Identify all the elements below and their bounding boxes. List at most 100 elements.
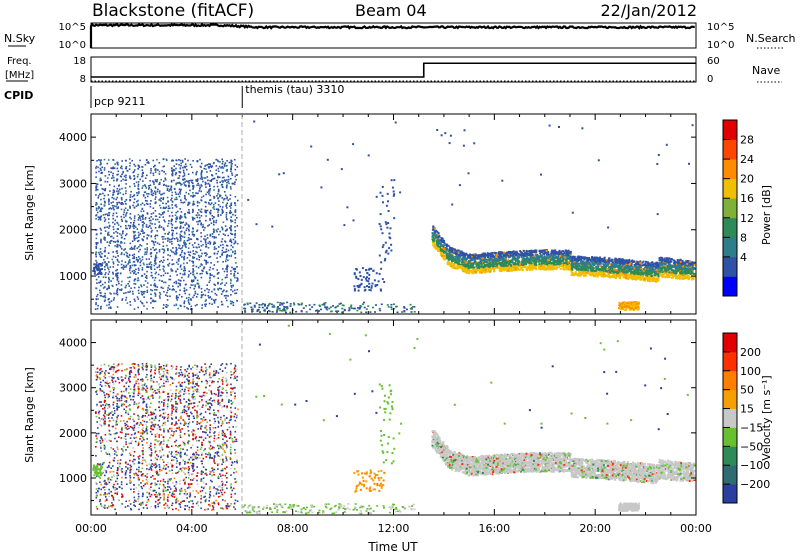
scatter-point — [137, 181, 140, 183]
scatter-point — [148, 263, 151, 266]
scatter-point — [154, 285, 157, 288]
scatter-point — [573, 260, 576, 263]
scatter-point — [192, 171, 194, 174]
scatter-point — [167, 272, 169, 275]
scatter-point — [200, 287, 203, 290]
scatter-point — [178, 159, 180, 161]
scatter-point — [110, 300, 113, 302]
scatter-point — [137, 298, 140, 300]
scatter-point — [98, 253, 101, 256]
scatter-point — [167, 258, 169, 261]
scatter-point — [437, 249, 440, 252]
scatter-point — [150, 227, 152, 229]
scatter-point — [229, 210, 232, 212]
scatter-point — [234, 195, 237, 198]
scatter-point — [384, 257, 387, 260]
scatter-point — [644, 260, 647, 263]
scatter-point — [153, 279, 156, 282]
scatter-point — [200, 263, 202, 265]
scatter-point — [230, 204, 233, 207]
scatter-point — [542, 268, 545, 271]
scatter-point — [513, 258, 516, 261]
scatter-point — [199, 273, 201, 275]
scatter-point — [179, 227, 182, 229]
scatter-point — [525, 249, 528, 252]
scatter-point — [277, 306, 279, 308]
scatter-point — [124, 179, 126, 181]
scatter-point — [141, 274, 144, 277]
scatter-point — [150, 261, 152, 263]
scatter-point — [193, 275, 196, 278]
scatter-point — [358, 271, 361, 274]
scatter-point — [234, 211, 237, 213]
scatter-point — [300, 303, 303, 306]
scatter-point — [200, 224, 202, 226]
scatter-point — [223, 176, 225, 179]
scatter-point — [150, 266, 153, 268]
scatter-point — [221, 278, 224, 281]
scatter-point — [144, 248, 146, 250]
scatter-point — [187, 299, 190, 302]
scatter-point — [463, 267, 466, 270]
scatter-point — [450, 264, 453, 267]
scatter-point — [622, 269, 625, 272]
scatter-point — [117, 264, 119, 266]
scatter-point — [140, 260, 142, 262]
scatter-point — [493, 270, 496, 273]
scatter-point — [158, 243, 161, 246]
scatter-point — [454, 261, 457, 264]
scatter-point — [652, 268, 655, 271]
scatter-point — [226, 274, 228, 276]
scatter-point — [204, 201, 207, 203]
scatter-point — [390, 249, 393, 252]
scatter-point — [670, 272, 673, 275]
scatter-point — [236, 288, 239, 291]
scatter-point — [112, 172, 114, 175]
scatter-point — [464, 260, 467, 263]
scatter-point — [105, 272, 107, 274]
scatter-point — [112, 221, 114, 224]
scatter-point — [113, 179, 115, 182]
scatter-point — [219, 255, 222, 258]
scatter-point — [141, 175, 144, 177]
scatter-point — [234, 164, 237, 166]
scatter-point — [635, 261, 638, 263]
scatter-point — [179, 218, 181, 220]
scatter-point — [378, 307, 381, 310]
scatter-point — [590, 257, 593, 260]
scatter-point — [131, 270, 134, 273]
scatter-point — [205, 211, 207, 214]
scatter-point — [175, 237, 178, 239]
scatter-point — [611, 269, 614, 272]
scatter-point — [225, 250, 228, 253]
scatter-point — [121, 220, 123, 222]
scatter-point — [379, 213, 382, 216]
scatter-point — [100, 240, 102, 242]
date-title: 22/Jan/2012 — [600, 1, 697, 20]
scatter-point — [159, 181, 161, 184]
scatter-point — [381, 194, 384, 197]
scatter-point — [124, 187, 127, 189]
scatter-point — [230, 289, 232, 291]
scatter-point — [108, 244, 110, 247]
scatter-point — [134, 283, 137, 285]
scatter-point — [112, 285, 114, 288]
scatter-point — [359, 306, 361, 309]
scatter-point — [282, 308, 285, 311]
scatter-point — [144, 276, 147, 279]
scatter-point — [209, 279, 211, 282]
scatter-point — [120, 180, 123, 182]
scatter-point — [120, 202, 123, 204]
scatter-point — [223, 270, 226, 273]
scatter-point — [140, 245, 143, 247]
scatter-point — [210, 180, 212, 183]
scatter-point — [148, 258, 150, 260]
scatter-point — [572, 263, 575, 266]
scatter-point — [213, 264, 216, 266]
scatter-point — [196, 179, 199, 181]
scatter-point — [484, 269, 487, 272]
scatter-point — [359, 305, 362, 307]
scatter-point — [171, 250, 173, 253]
scatter-point — [163, 170, 165, 173]
scatter-point — [167, 233, 169, 235]
